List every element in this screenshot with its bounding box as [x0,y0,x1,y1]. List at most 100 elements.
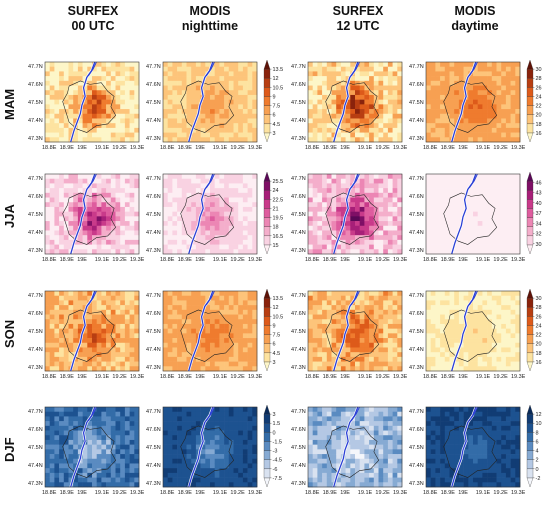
map-cell [397,239,403,245]
map-cell [331,291,337,297]
map-cell [387,309,393,315]
map-cell [331,230,337,236]
lat-label: 47.6N [291,311,306,317]
map-cell [63,333,69,339]
colorbar-segment [526,190,534,200]
map-cell [45,430,50,436]
map-cell [59,291,65,297]
map-cell [440,183,446,189]
map-cell [45,300,50,306]
map-cell [317,71,323,77]
map-cell [317,291,323,297]
map-cell [444,366,450,372]
map-cell [77,99,83,105]
map-cell [496,206,502,212]
map-cell [106,225,112,231]
map-cell [92,468,97,474]
map-cell [491,300,497,306]
map-cell [172,80,178,86]
map-cell [449,319,455,325]
map-cell [496,239,502,245]
map-cell [210,85,215,91]
map-cell [82,244,88,250]
map-cell [92,458,97,464]
map-cell [440,216,446,222]
map-cell [200,71,206,77]
map-cell [54,319,60,325]
map-cell [435,137,441,143]
map-cell [124,118,130,124]
map-cell [440,352,446,358]
map-cell [77,352,83,358]
map-cell [397,197,403,203]
map-cell [73,206,79,212]
map-cell [510,99,516,105]
map-cell [205,230,211,236]
map-cell [191,188,197,194]
map-cell [101,66,107,72]
map-cell [110,463,116,469]
map-cell [449,211,455,217]
map-cell [73,416,79,422]
map-cell [364,109,370,115]
map-cell [340,188,346,194]
map-cell [463,137,469,143]
map-cell [435,202,441,208]
map-cell [124,366,130,372]
map-cell [373,62,379,68]
map-cell [233,352,239,358]
map-cell [392,211,398,217]
map-cell [252,291,258,297]
map-cell [505,137,511,143]
map-cell [110,235,116,241]
map-cell [392,192,398,198]
map-cell [163,305,168,311]
map-cell [308,328,313,334]
map-cell [45,425,50,431]
map-cell [54,197,60,203]
map-cell [252,183,258,189]
map-cell [491,333,497,339]
map-cell [387,104,393,110]
map-cell [392,206,398,212]
map-cell [496,221,502,227]
map-cell [440,361,446,367]
map-cell [134,458,140,464]
map-cell [510,183,516,189]
map-cell [397,216,403,222]
map-cell [134,225,140,231]
map-cell [364,206,370,212]
map-cell [435,225,441,231]
map-cell [397,90,403,96]
map-cell [82,239,88,245]
map-cell [45,80,50,86]
colorbar-label: 13.5 [273,67,284,73]
map-cell [510,192,516,198]
map-cell [228,216,234,222]
map-cell [68,211,74,217]
map-cell [163,342,168,348]
map-cell [308,305,313,311]
map-cell [45,239,50,245]
map-cell [387,295,393,301]
map-cell [491,197,497,203]
map-cell [219,80,225,86]
map-cell [163,235,168,241]
lon-label: 18.9E [441,145,456,151]
map-cell [238,109,244,115]
map-cell [49,361,55,367]
map-cell [505,356,511,362]
map-cell [477,90,483,96]
map-cell [355,206,360,212]
map-cell [426,132,431,138]
map-cell [364,127,370,133]
map-cell [172,66,178,72]
lon-label: 19E [77,257,87,263]
map-cell [191,472,197,478]
map-cell [233,309,239,315]
map-cell [510,66,516,72]
map-cell [54,323,60,329]
map-cell [177,477,183,483]
map-cell [63,127,69,133]
map-cell [167,366,173,372]
